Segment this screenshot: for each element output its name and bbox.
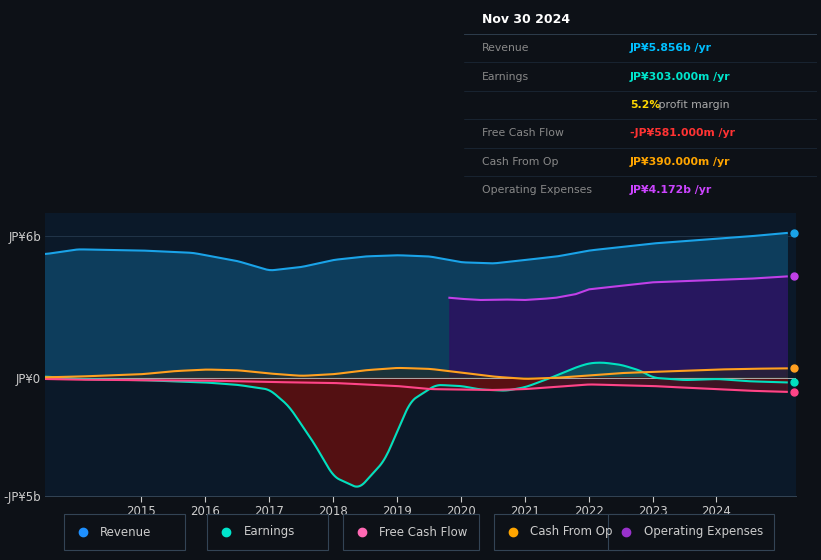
Text: Earnings: Earnings (244, 525, 295, 539)
Text: profit margin: profit margin (654, 100, 729, 110)
FancyBboxPatch shape (64, 514, 185, 550)
Text: JP¥4.172b /yr: JP¥4.172b /yr (630, 185, 712, 195)
Text: Free Cash Flow: Free Cash Flow (481, 128, 563, 138)
Text: JP¥303.000m /yr: JP¥303.000m /yr (630, 72, 731, 82)
Text: -JP¥581.000m /yr: -JP¥581.000m /yr (630, 128, 735, 138)
Text: JP¥5.856b /yr: JP¥5.856b /yr (630, 43, 712, 53)
Text: Operating Expenses: Operating Expenses (481, 185, 591, 195)
Text: 5.2%: 5.2% (630, 100, 660, 110)
Text: JP¥390.000m /yr: JP¥390.000m /yr (630, 157, 731, 167)
FancyBboxPatch shape (343, 514, 479, 550)
FancyBboxPatch shape (207, 514, 328, 550)
FancyBboxPatch shape (608, 514, 773, 550)
Text: Earnings: Earnings (481, 72, 529, 82)
Text: Cash From Op: Cash From Op (481, 157, 558, 167)
Text: Operating Expenses: Operating Expenses (644, 525, 763, 539)
Text: Cash From Op: Cash From Op (530, 525, 613, 539)
Text: Free Cash Flow: Free Cash Flow (379, 525, 468, 539)
Text: Revenue: Revenue (100, 525, 151, 539)
Text: Nov 30 2024: Nov 30 2024 (481, 13, 570, 26)
FancyBboxPatch shape (494, 514, 622, 550)
Text: Revenue: Revenue (481, 43, 529, 53)
